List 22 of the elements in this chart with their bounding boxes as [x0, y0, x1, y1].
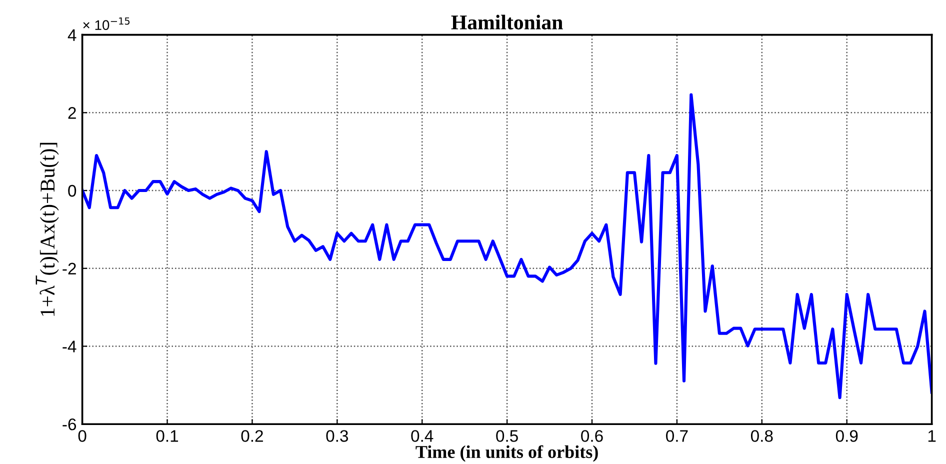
x-tick-label: 0.5 — [496, 430, 518, 442]
x-tick-label: 0 — [78, 430, 86, 442]
x-tick-label: 0.8 — [750, 430, 773, 442]
text: × 10$^{−15}$ — [83, 17, 130, 30]
line-series — [82, 93, 932, 400]
y-axis-title: 1+λ$^{T}$(t)[Ax(t)+Bu(t)] — [36, 142, 59, 316]
y-tick-label: -4 — [62, 340, 76, 352]
y-tick-label: 2 — [68, 107, 76, 119]
x-tick-label: 0.1 — [156, 430, 178, 442]
chart-title: Hamiltonian — [451, 14, 563, 30]
x-tick-label: 0.3 — [326, 430, 348, 442]
y-tick-label: -2 — [62, 262, 76, 274]
x-tick-label: 0.7 — [666, 430, 688, 442]
x-tick-label: 0.6 — [581, 430, 603, 442]
y-tick-label: 4 — [68, 29, 76, 41]
y-tick-label: 0 — [68, 184, 76, 197]
x-tick-label: 0.9 — [836, 430, 858, 442]
x-tick-label: 1 — [928, 430, 936, 442]
x-tick-label: 0.4 — [411, 430, 434, 442]
x-tick-label: 0.2 — [241, 430, 263, 442]
y-tick-label: -6 — [62, 418, 76, 430]
x-axis-title: Time (in units of orbits) — [416, 445, 598, 462]
